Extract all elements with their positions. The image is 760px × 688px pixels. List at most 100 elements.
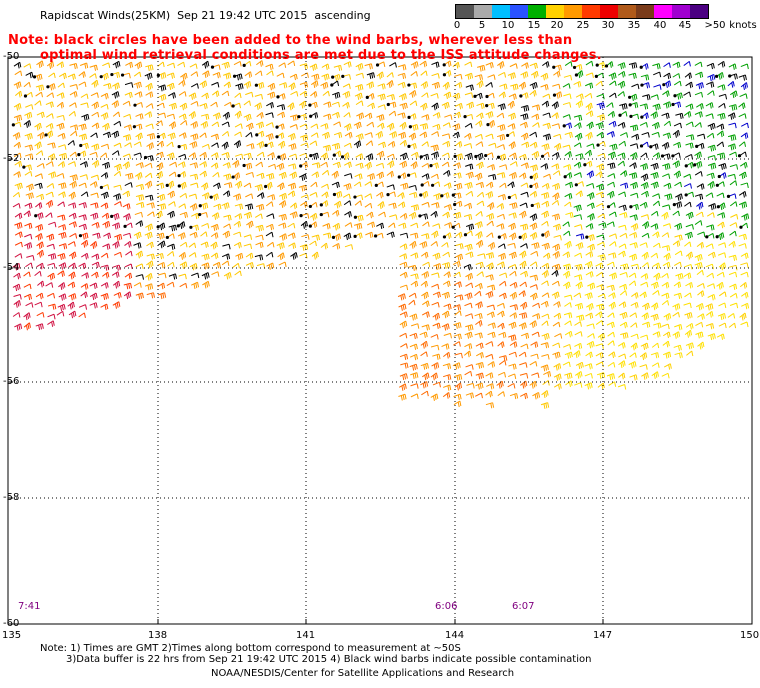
wind-barb: [112, 280, 121, 289]
wind-barb: [47, 313, 56, 320]
wind-barb: [386, 94, 395, 101]
wind-barb: [222, 162, 231, 169]
wind-barb: [178, 79, 186, 87]
wind-barb: [475, 181, 485, 189]
wind-barb: [540, 84, 549, 91]
wind-barb: [91, 159, 100, 168]
wind-barb: [575, 100, 584, 108]
wind-barb: [146, 241, 154, 249]
wind-barb: [618, 360, 626, 369]
wind-barb: [640, 334, 649, 341]
wind-barb: [332, 209, 340, 217]
contamination-circle: [99, 185, 104, 190]
wind-barb: [36, 111, 45, 119]
wind-barb: [529, 222, 538, 230]
wind-barb: [310, 80, 319, 89]
wind-barb: [652, 331, 661, 338]
wind-barb: [122, 100, 131, 107]
wind-barb: [597, 241, 606, 248]
wind-barb: [35, 292, 44, 300]
wind-barb: [564, 372, 573, 380]
contamination-circle: [276, 95, 280, 99]
wind-barb: [576, 314, 585, 322]
wind-barb: [738, 74, 747, 81]
legend-label: 30: [601, 20, 615, 31]
wind-barb: [487, 164, 496, 171]
contamination-circle: [123, 224, 127, 228]
wind-barb: [541, 182, 550, 190]
wind-barb: [157, 193, 166, 201]
wind-barb: [212, 261, 221, 269]
wind-barb: [144, 283, 154, 291]
wind-barb: [739, 312, 747, 321]
wind-barb: [90, 192, 99, 199]
wind-barb: [639, 242, 648, 248]
wind-barb: [279, 192, 288, 201]
wind-barb: [376, 191, 384, 199]
wind-barb: [431, 272, 440, 279]
wind-barb: [465, 392, 475, 399]
wind-barb: [707, 73, 716, 82]
wind-barb: [102, 122, 110, 131]
wind-barb: [485, 390, 493, 398]
wind-barb: [155, 252, 164, 260]
wind-barb: [485, 372, 494, 379]
wind-barb: [465, 364, 474, 370]
wind-barb: [377, 104, 386, 110]
wind-barb: [58, 182, 67, 190]
wind-barb: [58, 152, 68, 160]
wind-barb: [155, 170, 164, 179]
contamination-circle: [715, 183, 719, 187]
wind-barb: [166, 113, 176, 120]
wind-barb: [475, 161, 484, 170]
wind-barb: [255, 241, 264, 249]
wind-barb: [475, 120, 483, 127]
wind-barb: [311, 162, 321, 169]
wind-barb: [57, 253, 66, 260]
wind-barb: [628, 361, 637, 369]
wind-barb: [46, 233, 55, 241]
wind-barb: [475, 319, 483, 327]
wind-barb: [541, 270, 549, 278]
wind-barb: [136, 201, 145, 209]
wind-barb: [718, 242, 727, 248]
wind-barb: [232, 159, 240, 168]
wind-barb: [574, 122, 582, 129]
wind-barb: [652, 152, 661, 159]
wind-barb: [452, 362, 461, 370]
wind-barb: [431, 131, 440, 137]
wind-barb: [113, 251, 123, 258]
wind-barb: [629, 374, 638, 381]
wind-barb: [465, 251, 474, 258]
wind-barb: [222, 111, 231, 120]
wind-barb: [14, 323, 23, 331]
contamination-circle: [340, 155, 345, 159]
contamination-circle: [332, 153, 336, 157]
wind-barb: [562, 361, 571, 368]
wind-barb: [13, 272, 21, 280]
lat-label-54: -54: [3, 262, 20, 273]
wind-barb: [299, 90, 308, 98]
wind-barb: [200, 113, 210, 120]
wind-barb: [188, 92, 197, 100]
wind-barb: [24, 242, 33, 250]
wind-barb: [740, 132, 749, 139]
wind-barb: [57, 201, 65, 207]
wind-barb: [695, 303, 704, 311]
wind-barb: [122, 190, 131, 198]
contamination-circle: [308, 204, 312, 209]
wind-barb: [618, 353, 627, 360]
wind-barb: [716, 271, 725, 278]
contamination-circle: [519, 94, 523, 98]
wind-barb: [47, 153, 56, 161]
wind-barb: [609, 241, 617, 247]
wind-barb: [694, 193, 704, 200]
wind-barb: [652, 262, 661, 270]
wind-barb: [168, 121, 177, 130]
contamination-circle: [374, 234, 378, 238]
wind-barb: [475, 231, 483, 239]
wind-barb: [551, 123, 561, 129]
wind-barb: [663, 120, 672, 127]
wind-barb: [455, 231, 463, 239]
wind-barb: [191, 212, 200, 220]
